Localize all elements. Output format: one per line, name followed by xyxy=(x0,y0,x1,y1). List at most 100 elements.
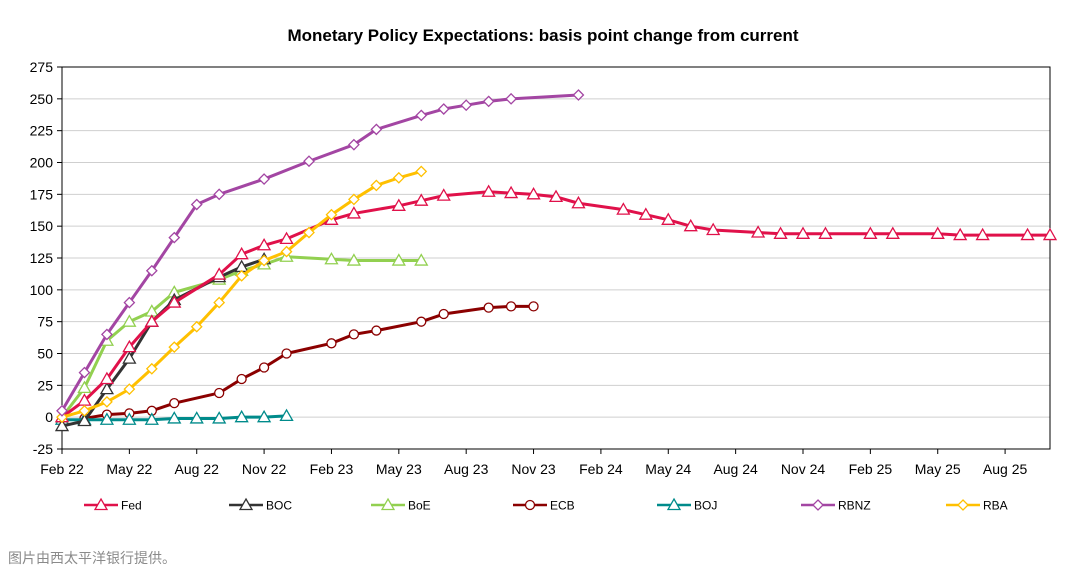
x-axis-ticks: Feb 22 May 22 Aug 22 Nov 22 Feb 23 May 23 Aug … xyxy=(40,449,1027,477)
data-point-fed xyxy=(661,212,676,225)
data-point-boc xyxy=(99,381,115,395)
series-rba xyxy=(56,165,428,424)
legend-label: BOJ xyxy=(694,499,717,513)
data-point-boe xyxy=(391,253,406,266)
data-point-rba xyxy=(168,341,181,354)
data-point-ecb xyxy=(169,398,180,409)
y-axis-ticks: -25 0 25 50 75 100 125 150 175 200 225 250 275 xyxy=(30,59,62,457)
data-point-fed xyxy=(481,184,496,197)
x-tick-label: Aug 25 xyxy=(983,461,1028,477)
x-tick-label: Aug 22 xyxy=(175,461,220,477)
data-point-ecb xyxy=(483,302,494,313)
data-point-fed xyxy=(616,202,631,215)
data-point-fed xyxy=(212,267,227,280)
data-point-rba xyxy=(370,179,383,192)
data-point-rba xyxy=(190,320,203,333)
legend-marker-ecb xyxy=(524,499,536,511)
data-point-fed xyxy=(750,225,766,238)
data-point-rba xyxy=(415,165,428,178)
legend-marker-boe xyxy=(380,497,396,511)
data-point-rbnz xyxy=(190,198,203,211)
data-point-rbnz xyxy=(78,366,91,379)
x-tick-label: Feb 24 xyxy=(579,461,623,477)
legend-label: RBNZ xyxy=(838,499,871,513)
data-point-fed xyxy=(953,227,968,241)
data-point-rbnz xyxy=(460,99,473,112)
data-point-fed xyxy=(571,195,586,209)
data-point-fed xyxy=(638,207,653,220)
data-point-fed xyxy=(1020,227,1035,241)
data-point-rbnz xyxy=(168,231,181,244)
data-point-rbnz xyxy=(347,138,360,151)
x-tick-label: Nov 23 xyxy=(511,461,556,477)
x-tick-label: Nov 24 xyxy=(781,461,826,477)
legend-label: BOC xyxy=(266,499,292,513)
data-point-rba xyxy=(123,383,136,396)
data-point-rba xyxy=(100,395,113,408)
data-point-rbnz xyxy=(482,95,495,108)
data-point-rba xyxy=(303,226,315,239)
data-point-rba xyxy=(78,404,91,417)
data-point-ecb xyxy=(371,325,382,336)
data-point-rbnz xyxy=(415,109,428,122)
legend-label: ECB xyxy=(550,499,575,513)
x-tick-label: Feb 23 xyxy=(310,461,354,477)
y-tick-label: 75 xyxy=(37,314,53,330)
y-tick-label: 225 xyxy=(30,123,54,139)
y-tick-label: 150 xyxy=(30,218,54,234)
y-tick-label: 0 xyxy=(45,409,53,425)
legend-item-ecb: ECB xyxy=(513,499,575,513)
data-point-fed xyxy=(256,237,272,251)
data-point-boj xyxy=(279,408,294,422)
data-point-fed xyxy=(122,339,137,353)
y-tick-label: 175 xyxy=(30,186,54,202)
data-point-rba xyxy=(235,269,248,282)
legend-marker-boc xyxy=(238,497,254,511)
data-point-boe xyxy=(77,380,92,394)
data-point-fed xyxy=(795,226,811,239)
legend-label: BoE xyxy=(408,499,431,513)
data-point-rba xyxy=(347,193,360,206)
data-point-rbnz xyxy=(145,264,158,277)
data-point-fed xyxy=(346,206,362,219)
data-point-boc xyxy=(122,351,137,364)
data-point-fed xyxy=(167,295,182,308)
x-tick-label: Aug 24 xyxy=(713,461,758,477)
data-point-rbnz xyxy=(258,173,271,185)
data-point-boj xyxy=(122,412,137,425)
y-tick-label: 275 xyxy=(30,59,54,75)
data-point-fed xyxy=(885,226,900,239)
legend-label: RBA xyxy=(983,499,1008,513)
data-point-rba xyxy=(325,208,338,221)
data-point-fed xyxy=(526,187,541,200)
series-rbnz xyxy=(56,89,585,417)
data-point-rbnz xyxy=(123,296,136,309)
data-point-fed xyxy=(279,231,294,245)
x-tick-label: May 25 xyxy=(915,461,961,477)
data-point-ecb xyxy=(326,338,337,349)
data-point-fed xyxy=(391,198,406,211)
x-tick-label: Aug 23 xyxy=(444,461,489,477)
data-point-fed xyxy=(144,314,159,327)
data-point-boc xyxy=(77,413,92,427)
y-tick-label: -25 xyxy=(33,441,53,457)
x-tick-label: Nov 22 xyxy=(242,461,287,477)
legend-item-boe: BoE xyxy=(371,497,431,513)
legend-marker-boj xyxy=(666,497,682,511)
data-point-boe xyxy=(122,314,137,327)
data-point-fed xyxy=(683,218,698,232)
data-point-rba xyxy=(56,411,68,424)
data-point-rba xyxy=(392,171,405,184)
data-point-ecb xyxy=(416,316,427,327)
data-point-ecb xyxy=(528,301,539,312)
data-point-fed xyxy=(414,193,429,206)
data-point-fed xyxy=(975,227,990,241)
data-point-boj xyxy=(99,412,115,425)
series-line-fed xyxy=(61,190,1050,419)
data-point-rbnz xyxy=(572,89,585,101)
data-point-ecb xyxy=(236,373,247,385)
data-point-rba xyxy=(213,296,226,309)
data-point-fed xyxy=(818,226,833,239)
data-point-rba xyxy=(145,362,158,375)
data-point-boj xyxy=(167,411,182,424)
